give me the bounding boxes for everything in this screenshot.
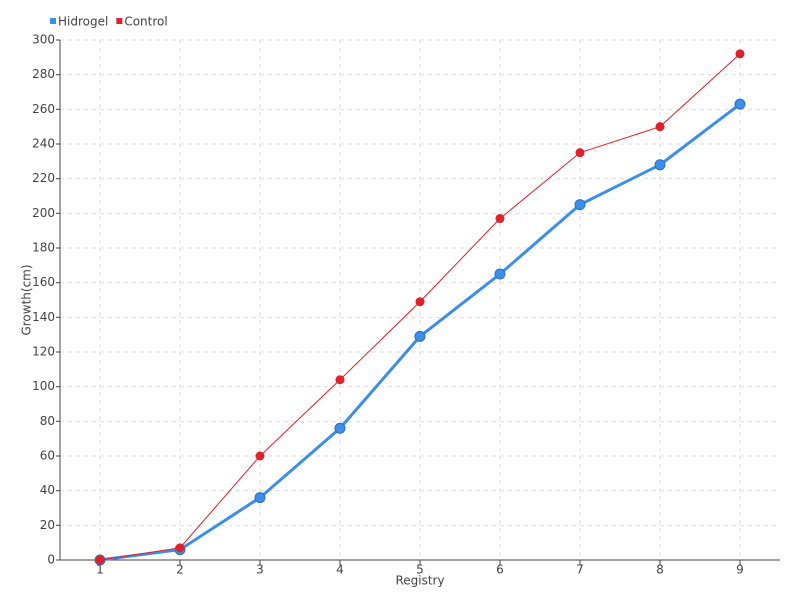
- y-tick-label: 100: [32, 379, 55, 393]
- y-tick-label: 180: [32, 241, 55, 255]
- legend-label: Hidrogel: [58, 15, 108, 29]
- y-tick-label: 140: [32, 310, 55, 324]
- data-point: [255, 451, 265, 461]
- y-tick-label: 220: [32, 171, 55, 185]
- x-tick-label: 9: [736, 563, 744, 577]
- y-tick-label: 0: [47, 553, 55, 567]
- data-point: [414, 330, 426, 342]
- data-point: [415, 297, 425, 307]
- y-tick-label: 120: [32, 345, 55, 359]
- legend-swatch: [116, 18, 123, 24]
- y-axis-label: Growth(cm): [20, 264, 34, 335]
- y-tick-label: 240: [32, 137, 55, 151]
- data-point: [335, 375, 345, 385]
- x-axis-label: Registry: [395, 574, 444, 588]
- y-tick-label: 260: [32, 102, 55, 116]
- data-point: [254, 492, 266, 504]
- data-point: [734, 98, 746, 110]
- data-point: [655, 122, 665, 132]
- y-tick-label: 200: [32, 206, 55, 220]
- x-tick-label: 6: [496, 563, 504, 577]
- y-tick-label: 300: [32, 33, 55, 47]
- data-point: [735, 49, 745, 59]
- x-tick-label: 2: [176, 563, 184, 577]
- x-tick-label: 5: [416, 563, 424, 577]
- y-tick-label: 160: [32, 275, 55, 289]
- legend-label: Control: [124, 15, 167, 29]
- data-point: [574, 199, 586, 211]
- x-tick-label: 1: [96, 563, 104, 577]
- data-point: [494, 268, 506, 280]
- y-tick-label: 20: [40, 518, 55, 532]
- x-tick-label: 3: [256, 563, 264, 577]
- y-tick-label: 60: [40, 449, 55, 463]
- data-point: [495, 214, 505, 224]
- x-tick-label: 8: [656, 563, 664, 577]
- y-tick-label: 80: [40, 414, 55, 428]
- x-tick-label: 7: [576, 563, 584, 577]
- y-tick-label: 280: [32, 67, 55, 81]
- legend-swatch: [50, 18, 56, 24]
- data-point: [654, 159, 666, 171]
- y-tick-label: 40: [40, 483, 55, 497]
- data-point: [175, 543, 185, 553]
- data-point: [95, 555, 105, 565]
- data-point: [334, 422, 346, 434]
- x-tick-label: 4: [336, 563, 344, 577]
- data-point: [575, 148, 585, 158]
